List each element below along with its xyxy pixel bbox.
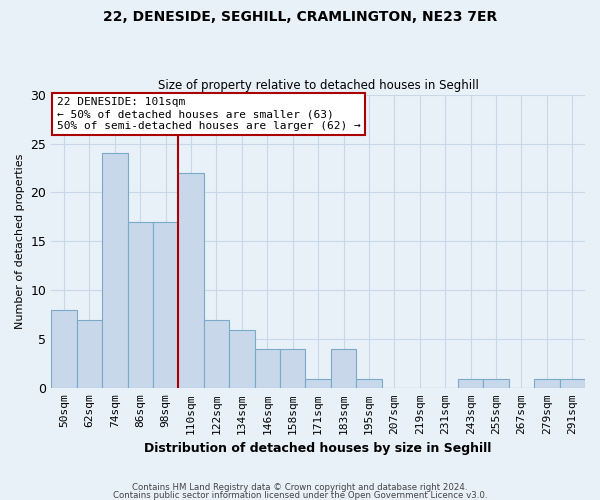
Bar	[280, 349, 305, 389]
Bar	[254, 349, 280, 389]
Bar	[229, 330, 254, 388]
Bar	[128, 222, 153, 388]
X-axis label: Distribution of detached houses by size in Seghill: Distribution of detached houses by size …	[145, 442, 492, 455]
Text: Contains public sector information licensed under the Open Government Licence v3: Contains public sector information licen…	[113, 490, 487, 500]
Bar	[51, 310, 77, 388]
Bar	[102, 154, 128, 388]
Bar	[178, 173, 204, 388]
Bar	[484, 378, 509, 388]
Bar	[534, 378, 560, 388]
Bar	[331, 349, 356, 389]
Text: 22, DENESIDE, SEGHILL, CRAMLINGTON, NE23 7ER: 22, DENESIDE, SEGHILL, CRAMLINGTON, NE23…	[103, 10, 497, 24]
Title: Size of property relative to detached houses in Seghill: Size of property relative to detached ho…	[158, 79, 479, 92]
Bar	[356, 378, 382, 388]
Bar	[153, 222, 178, 388]
Bar	[77, 320, 102, 388]
Y-axis label: Number of detached properties: Number of detached properties	[15, 154, 25, 329]
Bar	[305, 378, 331, 388]
Text: 22 DENESIDE: 101sqm
← 50% of detached houses are smaller (63)
50% of semi-detach: 22 DENESIDE: 101sqm ← 50% of detached ho…	[56, 98, 361, 130]
Bar	[204, 320, 229, 388]
Bar	[458, 378, 484, 388]
Text: Contains HM Land Registry data © Crown copyright and database right 2024.: Contains HM Land Registry data © Crown c…	[132, 484, 468, 492]
Bar	[560, 378, 585, 388]
